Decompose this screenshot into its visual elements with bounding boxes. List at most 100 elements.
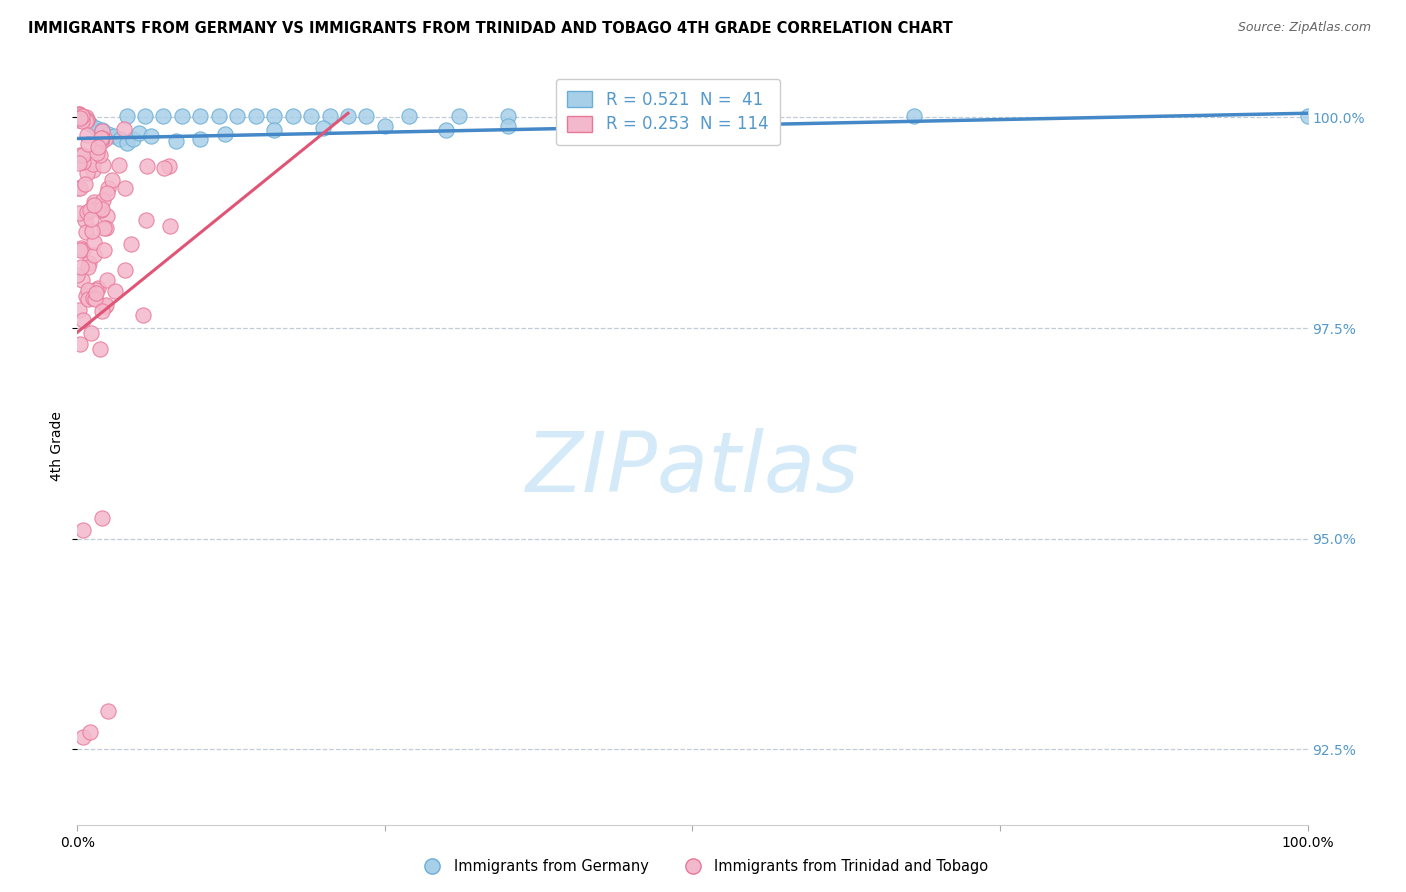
Point bbox=[214, 128, 236, 142]
Point bbox=[90, 130, 112, 145]
Point bbox=[1296, 109, 1319, 123]
Point bbox=[86, 145, 108, 160]
Point bbox=[188, 131, 212, 145]
Point bbox=[170, 109, 193, 123]
Point bbox=[104, 284, 127, 298]
Point bbox=[70, 241, 93, 255]
Point bbox=[79, 725, 101, 739]
Point bbox=[82, 291, 104, 305]
Point bbox=[69, 243, 91, 257]
Point bbox=[91, 124, 114, 138]
Point bbox=[72, 113, 94, 128]
Point bbox=[72, 244, 94, 258]
Point bbox=[67, 302, 90, 317]
Point bbox=[72, 730, 94, 744]
Point bbox=[436, 123, 458, 137]
Point bbox=[76, 205, 98, 219]
Point bbox=[76, 166, 98, 180]
Point bbox=[208, 109, 231, 123]
Point bbox=[82, 157, 104, 171]
Point bbox=[69, 147, 91, 161]
Point bbox=[76, 113, 98, 128]
Point bbox=[75, 111, 97, 125]
Point bbox=[66, 110, 89, 124]
Point bbox=[67, 106, 90, 120]
Point bbox=[337, 109, 360, 123]
Point bbox=[70, 109, 93, 123]
Text: ZIPatlas: ZIPatlas bbox=[526, 428, 859, 509]
Point bbox=[67, 156, 90, 170]
Point bbox=[67, 108, 90, 122]
Point bbox=[558, 120, 581, 135]
Point bbox=[496, 119, 519, 133]
Point bbox=[84, 283, 107, 297]
Point bbox=[96, 221, 118, 235]
Point bbox=[66, 268, 89, 282]
Point bbox=[82, 162, 104, 177]
Point bbox=[96, 273, 118, 287]
Point bbox=[69, 111, 91, 125]
Point bbox=[108, 158, 131, 172]
Point bbox=[82, 224, 104, 238]
Point bbox=[93, 243, 115, 257]
Text: Source: ZipAtlas.com: Source: ZipAtlas.com bbox=[1237, 21, 1371, 34]
Point bbox=[80, 211, 103, 226]
Point bbox=[91, 131, 114, 145]
Point bbox=[374, 119, 396, 133]
Point bbox=[682, 114, 704, 128]
Point bbox=[66, 113, 89, 128]
Point bbox=[77, 260, 100, 274]
Point bbox=[97, 704, 120, 718]
Point bbox=[165, 134, 187, 148]
Point bbox=[114, 180, 136, 194]
Point bbox=[114, 262, 136, 277]
Point bbox=[96, 186, 118, 200]
Point bbox=[69, 337, 91, 351]
Point bbox=[79, 202, 101, 217]
Point bbox=[91, 194, 114, 208]
Point bbox=[67, 111, 90, 125]
Point bbox=[67, 108, 90, 122]
Point bbox=[67, 180, 90, 194]
Point bbox=[356, 109, 378, 123]
Point bbox=[70, 110, 93, 124]
Point bbox=[312, 120, 335, 135]
Point bbox=[101, 173, 124, 187]
Point bbox=[245, 109, 267, 123]
Point bbox=[83, 248, 105, 262]
Point bbox=[90, 136, 112, 150]
Point bbox=[496, 109, 519, 123]
Point bbox=[97, 181, 120, 195]
Point bbox=[263, 123, 285, 137]
Point bbox=[75, 225, 97, 239]
Point bbox=[83, 235, 105, 249]
Point bbox=[120, 236, 142, 251]
Y-axis label: 4th Grade: 4th Grade bbox=[51, 411, 65, 481]
Point bbox=[103, 128, 125, 143]
Point bbox=[79, 256, 101, 270]
Point bbox=[75, 212, 97, 227]
Point bbox=[80, 326, 103, 340]
Point bbox=[73, 114, 96, 128]
Point bbox=[70, 273, 93, 287]
Point bbox=[89, 147, 111, 161]
Point bbox=[153, 161, 176, 176]
Point bbox=[72, 148, 94, 162]
Point bbox=[83, 198, 105, 212]
Point bbox=[75, 289, 97, 303]
Point bbox=[70, 260, 93, 274]
Point bbox=[90, 510, 114, 524]
Point bbox=[97, 128, 120, 142]
Point bbox=[903, 109, 925, 123]
Point bbox=[132, 308, 155, 322]
Point bbox=[94, 299, 117, 313]
Point bbox=[96, 209, 118, 223]
Point bbox=[115, 109, 138, 123]
Legend: Immigrants from Germany, Immigrants from Trinidad and Tobago: Immigrants from Germany, Immigrants from… bbox=[412, 854, 994, 880]
Point bbox=[152, 109, 174, 123]
Point bbox=[76, 128, 98, 143]
Point bbox=[159, 219, 181, 234]
Point bbox=[67, 106, 90, 120]
Point bbox=[110, 131, 132, 145]
Point bbox=[90, 202, 112, 217]
